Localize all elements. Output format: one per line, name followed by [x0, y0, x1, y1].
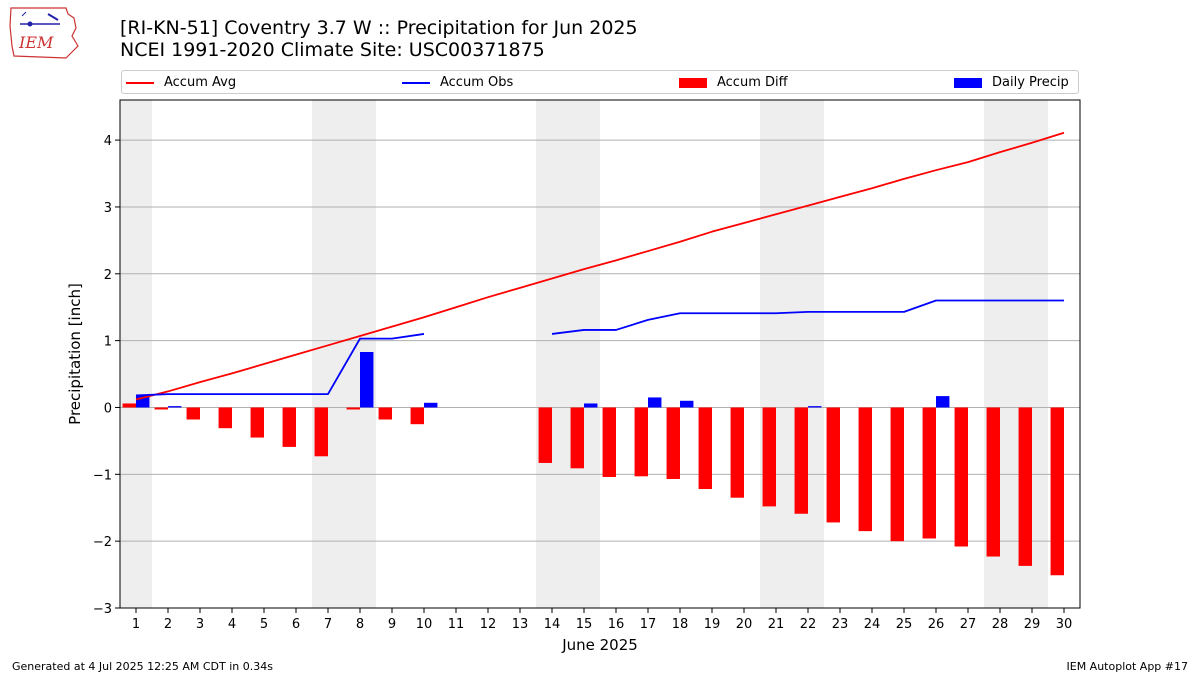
- legend-swatch-accum-obs: [402, 82, 430, 84]
- x-tick-label: 21: [768, 617, 785, 632]
- accum-diff-bar: [890, 407, 904, 542]
- x-tick-label: 30: [1056, 617, 1073, 632]
- accum-obs-line: [135, 333, 425, 397]
- accum-avg-line: [135, 131, 1065, 401]
- x-tick-label: 3: [196, 617, 204, 632]
- daily-precip-bar: [360, 351, 374, 408]
- x-tick-label: 24: [864, 617, 881, 632]
- weekend-shade: [760, 100, 824, 608]
- legend-label-accum-obs: Accum Obs: [440, 75, 514, 90]
- x-tick-label: 1: [132, 617, 140, 632]
- legend-label-accum-diff: Accum Diff: [717, 75, 788, 90]
- daily-precip-bar: [168, 406, 182, 408]
- accum-diff-bar: [218, 407, 232, 429]
- daily-precip-bar: [584, 403, 598, 408]
- chart-legend: Accum Avg Accum Obs Accum Diff Daily Pre…: [121, 70, 1079, 94]
- chart-subtitle: NCEI 1991-2020 Climate Site: USC00371875: [120, 39, 545, 61]
- x-tick-label: 2: [164, 617, 172, 632]
- x-tick-label: 25: [896, 617, 913, 632]
- accum-diff-bar: [634, 407, 648, 477]
- x-tick-label: 4: [228, 617, 236, 632]
- weekend-shade: [536, 100, 600, 608]
- x-tick-label: 22: [800, 617, 817, 632]
- y-tick-label: −3: [93, 602, 112, 617]
- x-tick-label: 18: [672, 617, 689, 632]
- x-tick-label: 23: [832, 617, 849, 632]
- accum-diff-bar: [346, 407, 360, 410]
- iem-logo: IEM: [9, 7, 79, 59]
- x-tick-label: 26: [928, 617, 945, 632]
- accum-diff-bar: [538, 407, 552, 463]
- daily-precip-bar: [424, 402, 438, 408]
- accum-diff-bar: [1050, 407, 1064, 576]
- x-tick-label: 10: [416, 617, 433, 632]
- y-tick-label: −2: [93, 535, 112, 550]
- logo-text: IEM: [18, 33, 54, 52]
- y-tick-label: 2: [104, 268, 112, 283]
- accum-diff-bar: [730, 407, 744, 498]
- accum-diff-bar: [858, 407, 872, 532]
- generated-timestamp: Generated at 4 Jul 2025 12:25 AM CDT in …: [12, 660, 273, 673]
- accum-diff-bar: [186, 407, 200, 420]
- legend-swatch-accum-diff: [679, 78, 707, 88]
- accum-diff-bar: [762, 407, 776, 507]
- accum-diff-bar: [602, 407, 616, 477]
- x-tick-label: 13: [512, 617, 529, 632]
- y-tick-label: 4: [104, 134, 112, 149]
- chart-title: [RI-KN-51] Coventry 3.7 W :: Precipitati…: [120, 17, 638, 39]
- accum-diff-bar: [122, 403, 136, 408]
- x-tick-label: 7: [324, 617, 332, 632]
- accum-diff-bar: [1018, 407, 1032, 566]
- daily-precip-bar: [680, 400, 694, 408]
- daily-precip-bar: [936, 396, 950, 408]
- x-tick-label: 9: [388, 617, 396, 632]
- legend-swatch-accum-avg: [126, 82, 154, 84]
- plot-frame: [119, 99, 1081, 609]
- x-tick-label: 16: [608, 617, 625, 632]
- y-tick-label: 3: [104, 201, 112, 216]
- y-axis-label: Precipitation [inch]: [66, 283, 84, 425]
- accum-diff-bar: [826, 407, 840, 523]
- app-credit: IEM Autoplot App #17: [1066, 660, 1189, 673]
- accum-diff-bar: [666, 407, 680, 479]
- x-tick-label: 20: [736, 617, 753, 632]
- legend-swatch-daily-precip: [954, 78, 982, 88]
- x-tick-label: 5: [260, 617, 268, 632]
- daily-precip-bar: [648, 397, 662, 408]
- legend-label-daily-precip: Daily Precip: [992, 75, 1069, 90]
- accum-diff-bar: [378, 407, 392, 420]
- accum-obs-line: [551, 299, 1064, 335]
- accum-diff-bar: [986, 407, 1000, 557]
- accum-diff-bar: [698, 407, 712, 490]
- y-tick-label: −1: [93, 468, 112, 483]
- accum-diff-bar: [410, 407, 424, 425]
- accum-diff-bar: [794, 407, 808, 514]
- x-tick-label: 11: [448, 617, 465, 632]
- accum-diff-bar: [954, 407, 968, 547]
- y-tick-label: 0: [104, 401, 112, 416]
- x-tick-label: 15: [576, 617, 593, 632]
- daily-precip-bar: [808, 406, 822, 408]
- legend-label-accum-avg: Accum Avg: [164, 75, 237, 90]
- x-tick-label: 6: [292, 617, 300, 632]
- y-tick-label: 1: [104, 335, 112, 350]
- x-tick-label: 27: [960, 617, 977, 632]
- x-axis-label: June 2025: [561, 636, 638, 654]
- accum-diff-bar: [922, 407, 936, 539]
- accum-diff-bar: [570, 407, 584, 469]
- x-tick-label: 28: [992, 617, 1009, 632]
- x-tick-label: 29: [1024, 617, 1041, 632]
- accum-diff-bar: [154, 407, 168, 410]
- accum-diff-bar: [250, 407, 264, 438]
- x-tick-label: 14: [544, 617, 561, 632]
- x-tick-label: 8: [356, 617, 364, 632]
- accum-diff-bar: [314, 407, 328, 457]
- weekend-shade: [120, 100, 152, 608]
- x-tick-label: 12: [480, 617, 497, 632]
- x-tick-label: 17: [640, 617, 657, 632]
- x-tick-label: 19: [704, 617, 721, 632]
- accum-diff-bar: [282, 407, 296, 447]
